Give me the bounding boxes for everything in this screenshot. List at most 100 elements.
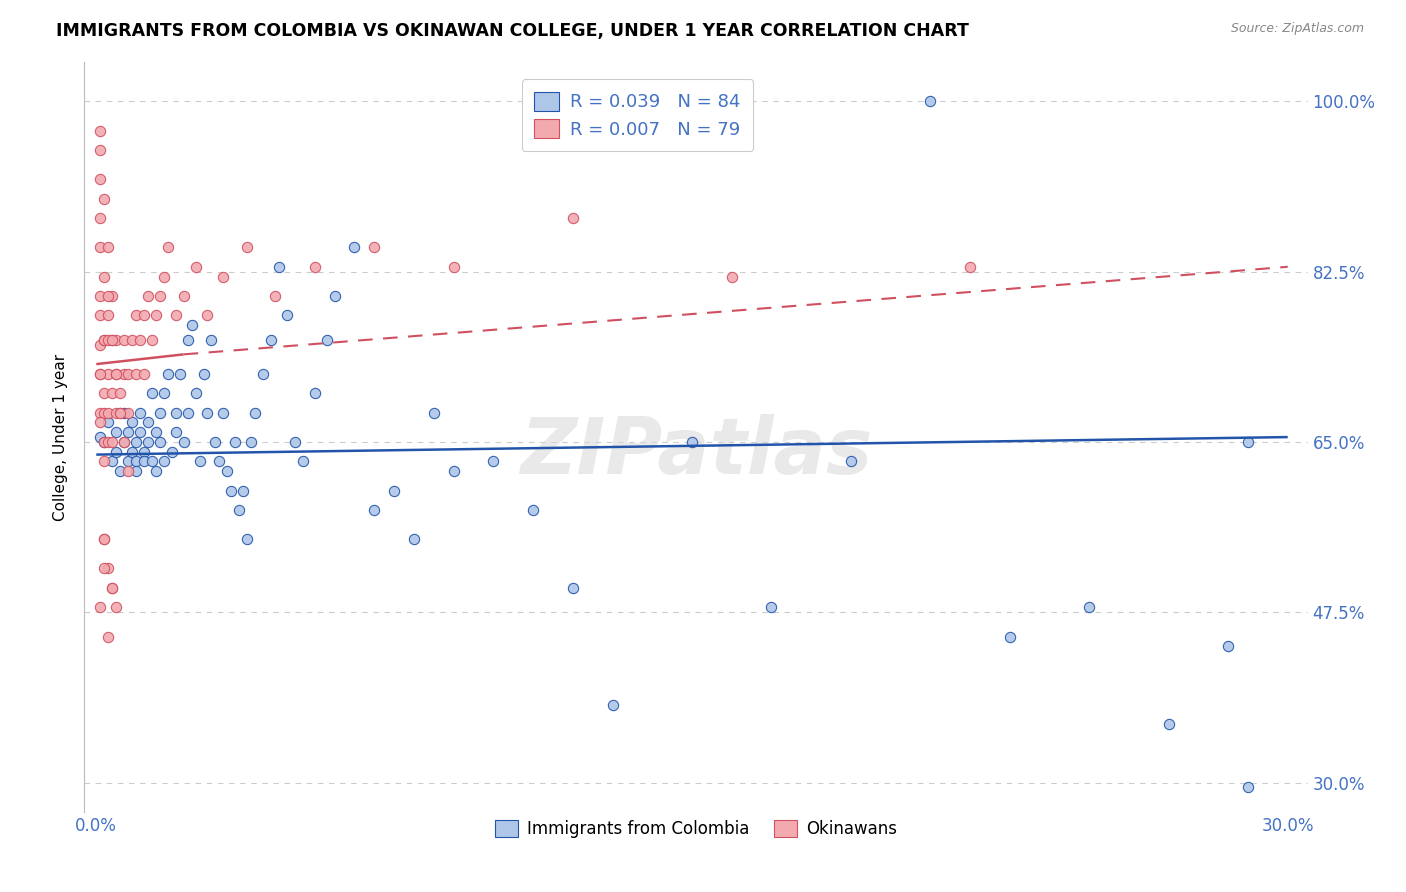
Point (169, 367, 191, 381)
Point (125, 454, 148, 468)
Point (188, 454, 211, 468)
Text: IMMIGRANTS FROM COLOMBIA VS OKINAWAN COLLEGE, UNDER 1 YEAR CORRELATION CHART: IMMIGRANTS FROM COLOMBIA VS OKINAWAN COL… (56, 22, 969, 40)
Point (101, 581, 124, 595)
Point (101, 386, 124, 401)
Point (998, 630, 1021, 644)
Point (97, 289, 120, 303)
Point (149, 289, 172, 303)
Point (108, 406, 131, 420)
Point (105, 600, 128, 615)
Point (101, 333, 124, 347)
Point (1218, 640, 1240, 654)
Point (145, 464, 167, 478)
Text: ZIPatlas: ZIPatlas (520, 414, 872, 490)
Point (108, 386, 131, 401)
Point (160, 444, 183, 458)
Point (136, 434, 159, 449)
Point (89, 172, 111, 186)
Point (125, 367, 148, 381)
Point (101, 454, 124, 468)
Point (89, 143, 111, 157)
Point (97, 630, 120, 644)
Point (165, 406, 187, 420)
Point (101, 434, 124, 449)
Point (382, 483, 405, 498)
Point (522, 503, 544, 517)
Point (276, 309, 298, 323)
Point (423, 406, 446, 420)
Point (236, 533, 259, 547)
Point (315, 333, 337, 347)
Point (129, 425, 152, 440)
Point (561, 211, 583, 226)
Point (89, 309, 111, 323)
Point (112, 367, 135, 381)
Point (602, 698, 624, 712)
Point (105, 444, 128, 458)
Point (129, 406, 152, 420)
Point (152, 386, 174, 401)
Point (681, 434, 703, 449)
Point (243, 406, 266, 420)
Point (97, 240, 120, 254)
Point (482, 454, 505, 468)
Point (93, 269, 115, 284)
Point (101, 581, 124, 595)
Point (93, 561, 115, 575)
Point (152, 454, 174, 468)
Point (93, 454, 115, 468)
Point (343, 240, 366, 254)
Point (145, 425, 167, 440)
Point (93, 333, 115, 347)
Point (97, 416, 120, 430)
Point (93, 406, 115, 420)
Point (136, 289, 159, 303)
Point (920, 95, 942, 109)
Point (132, 309, 155, 323)
Point (402, 533, 425, 547)
Point (108, 406, 131, 420)
Point (197, 406, 219, 420)
Point (97, 309, 120, 323)
Point (117, 425, 139, 440)
Point (193, 367, 215, 381)
Point (101, 333, 124, 347)
Point (212, 269, 235, 284)
Point (132, 454, 155, 468)
Point (197, 309, 219, 323)
Point (129, 333, 152, 347)
Point (149, 434, 172, 449)
Point (89, 600, 111, 615)
Point (720, 269, 742, 284)
Point (152, 269, 174, 284)
Point (184, 260, 207, 274)
Point (284, 434, 307, 449)
Point (204, 434, 226, 449)
Point (97, 561, 120, 575)
Point (132, 367, 155, 381)
Point (228, 503, 250, 517)
Point (121, 444, 143, 458)
Point (105, 425, 128, 440)
Point (323, 289, 346, 303)
Point (93, 533, 115, 547)
Point (267, 260, 290, 274)
Point (93, 434, 115, 449)
Point (112, 333, 135, 347)
Point (117, 367, 139, 381)
Point (252, 367, 274, 381)
Legend: Immigrants from Colombia, Okinawans: Immigrants from Colombia, Okinawans (488, 814, 904, 845)
Point (121, 416, 143, 430)
Point (363, 503, 385, 517)
Point (141, 333, 163, 347)
Point (141, 386, 163, 401)
Point (89, 123, 111, 137)
Point (443, 260, 465, 274)
Point (141, 454, 163, 468)
Point (101, 289, 124, 303)
Point (93, 533, 115, 547)
Point (304, 260, 326, 274)
Text: Source: ZipAtlas.com: Source: ZipAtlas.com (1230, 22, 1364, 36)
Point (136, 416, 159, 430)
Point (89, 240, 111, 254)
